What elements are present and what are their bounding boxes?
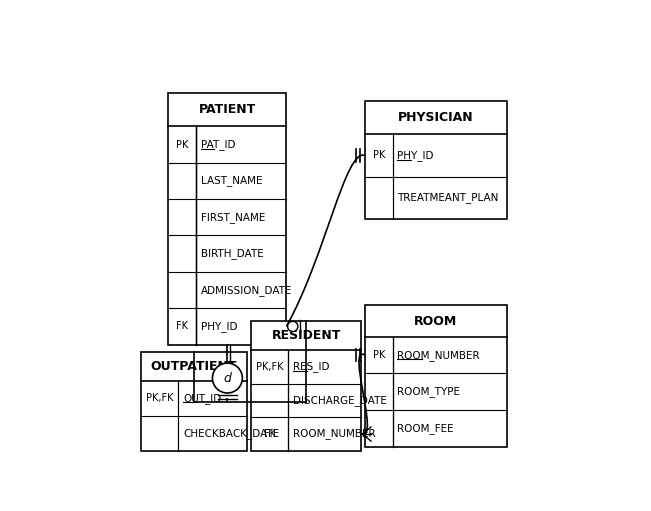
- Text: ADMISSION_DATE: ADMISSION_DATE: [201, 285, 292, 295]
- Text: ROOM_NUMBER: ROOM_NUMBER: [397, 350, 480, 361]
- Circle shape: [288, 321, 298, 332]
- Text: PK,FK: PK,FK: [256, 362, 283, 371]
- Text: FK: FK: [176, 321, 188, 332]
- Text: PK: PK: [373, 350, 385, 360]
- Bar: [251, 321, 361, 451]
- Text: RES_ID: RES_ID: [293, 361, 329, 372]
- Text: OUT_ID: OUT_ID: [183, 393, 221, 404]
- Text: PATIENT: PATIENT: [199, 103, 256, 116]
- Text: PHYSICIAN: PHYSICIAN: [398, 111, 474, 124]
- Text: BIRTH_DATE: BIRTH_DATE: [201, 248, 264, 259]
- Text: PK,FK: PK,FK: [146, 393, 173, 403]
- Bar: [141, 353, 247, 451]
- Text: OUTPATIENT: OUTPATIENT: [150, 360, 237, 373]
- Text: FIRST_NAME: FIRST_NAME: [201, 212, 265, 223]
- Text: CHECKBACK_DATE: CHECKBACK_DATE: [183, 428, 279, 439]
- Text: d: d: [223, 371, 231, 385]
- Text: LAST_NAME: LAST_NAME: [201, 175, 262, 187]
- Text: PAT_ID: PAT_ID: [201, 139, 235, 150]
- Text: TREATMEANT_PLAN: TREATMEANT_PLAN: [397, 192, 499, 203]
- Text: ROOM_TYPE: ROOM_TYPE: [397, 386, 460, 397]
- Text: RESIDENT: RESIDENT: [271, 329, 340, 342]
- Text: PK: PK: [373, 150, 385, 160]
- Text: PK: PK: [176, 140, 188, 150]
- Text: FK: FK: [264, 429, 276, 439]
- Bar: [365, 101, 506, 219]
- Text: ROOM_NUMBER: ROOM_NUMBER: [293, 429, 376, 439]
- Text: ROOM: ROOM: [414, 314, 458, 328]
- Text: PHY_ID: PHY_ID: [201, 321, 237, 332]
- Text: PHY_ID: PHY_ID: [397, 150, 434, 161]
- Text: DISCHARGE_DATE: DISCHARGE_DATE: [293, 395, 387, 406]
- Text: ROOM_FEE: ROOM_FEE: [397, 423, 454, 434]
- Bar: [169, 93, 286, 344]
- Circle shape: [212, 363, 242, 393]
- Bar: [365, 305, 506, 447]
